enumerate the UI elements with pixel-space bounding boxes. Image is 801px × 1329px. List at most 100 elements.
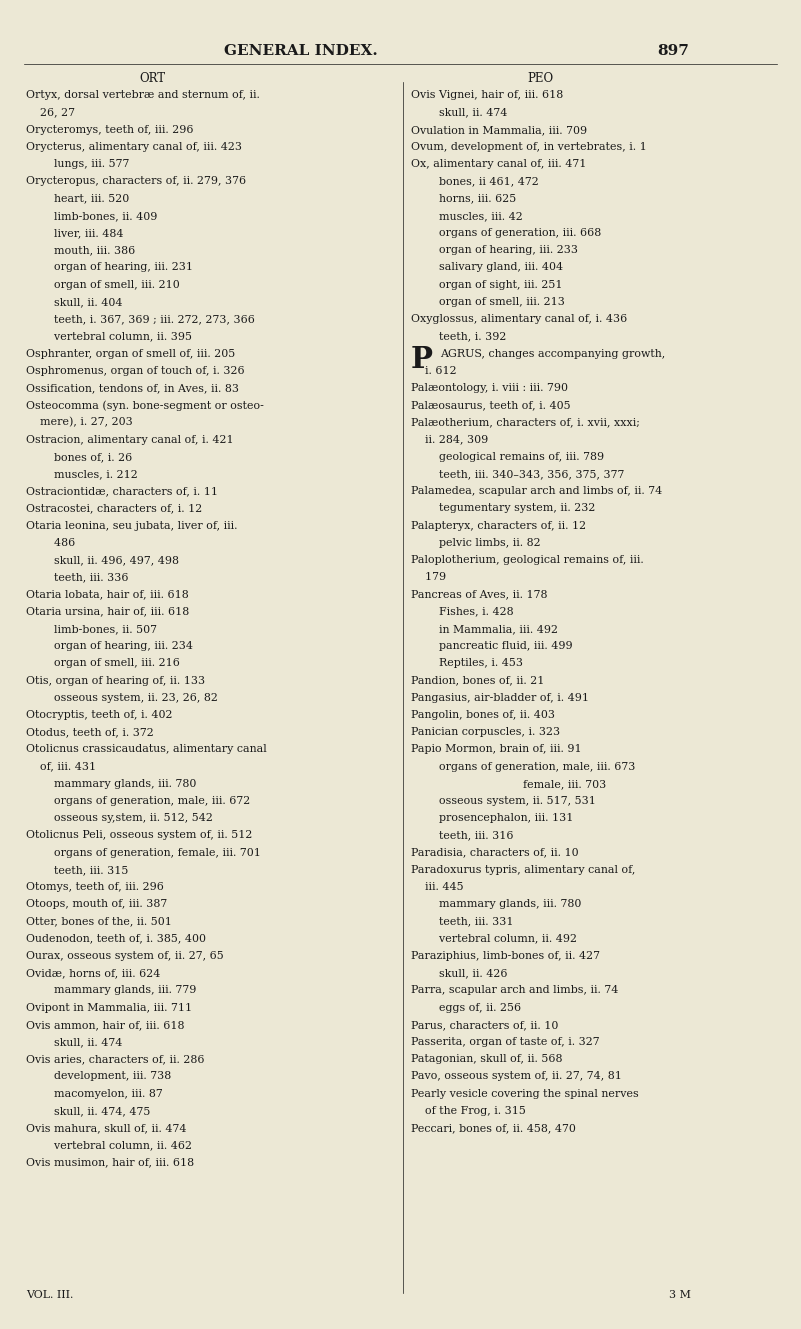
Text: organ of hearing, iii. 233: organ of hearing, iii. 233 xyxy=(411,246,578,255)
Text: 486: 486 xyxy=(26,538,74,548)
Text: ORT: ORT xyxy=(139,72,165,85)
Text: organ of smell, iii. 213: organ of smell, iii. 213 xyxy=(411,296,565,307)
Text: Ovulation in Mammalia, iii. 709: Ovulation in Mammalia, iii. 709 xyxy=(411,125,587,134)
Text: Orycteropus, characters of, ii. 279, 376: Orycteropus, characters of, ii. 279, 376 xyxy=(26,177,246,186)
Text: Ourax, osseous system of, ii. 27, 65: Ourax, osseous system of, ii. 27, 65 xyxy=(26,950,223,961)
Text: Pandion, bones of, ii. 21: Pandion, bones of, ii. 21 xyxy=(411,675,545,686)
Text: Orycterus, alimentary canal of, iii. 423: Orycterus, alimentary canal of, iii. 423 xyxy=(26,142,242,152)
Text: Otis, organ of hearing of, ii. 133: Otis, organ of hearing of, ii. 133 xyxy=(26,675,205,686)
Text: pancreatic fluid, iii. 499: pancreatic fluid, iii. 499 xyxy=(411,641,573,651)
Text: bones of, i. 26: bones of, i. 26 xyxy=(26,452,132,461)
Text: Pavo, osseous system of, ii. 27, 74, 81: Pavo, osseous system of, ii. 27, 74, 81 xyxy=(411,1071,622,1082)
Text: Otolicnus Peli, osseous system of, ii. 512: Otolicnus Peli, osseous system of, ii. 5… xyxy=(26,831,252,840)
Text: Ovum, development of, in vertebrates, i. 1: Ovum, development of, in vertebrates, i.… xyxy=(411,142,646,152)
Text: vertebral column, ii. 395: vertebral column, ii. 395 xyxy=(26,331,191,342)
Text: Panician corpuscles, i. 323: Panician corpuscles, i. 323 xyxy=(411,727,560,738)
Text: mammary glands, iii. 779: mammary glands, iii. 779 xyxy=(26,985,196,995)
Text: Palapteryx, characters of, ii. 12: Palapteryx, characters of, ii. 12 xyxy=(411,521,586,530)
Text: muscles, iii. 42: muscles, iii. 42 xyxy=(411,211,523,221)
Text: female, iii. 703: female, iii. 703 xyxy=(411,779,606,789)
Text: skull, ii. 474: skull, ii. 474 xyxy=(26,1037,122,1047)
Text: Parus, characters of, ii. 10: Parus, characters of, ii. 10 xyxy=(411,1019,558,1030)
Text: teeth, i. 367, 369 ; iii. 272, 273, 366: teeth, i. 367, 369 ; iii. 272, 273, 366 xyxy=(26,314,255,324)
Text: 3 M: 3 M xyxy=(669,1290,690,1301)
Text: ii. 284, 309: ii. 284, 309 xyxy=(411,435,488,445)
Text: Paradisia, characters of, ii. 10: Paradisia, characters of, ii. 10 xyxy=(411,848,578,857)
Text: Paloplotherium, geological remains of, iii.: Paloplotherium, geological remains of, i… xyxy=(411,556,644,565)
Text: Otaria ursina, hair of, iii. 618: Otaria ursina, hair of, iii. 618 xyxy=(26,606,189,617)
Text: Orycteromys, teeth of, iii. 296: Orycteromys, teeth of, iii. 296 xyxy=(26,125,193,134)
Text: Palæotherium, characters of, i. xvii, xxxi;: Palæotherium, characters of, i. xvii, xx… xyxy=(411,417,640,428)
Text: Ostraciontidæ, characters of, i. 11: Ostraciontidæ, characters of, i. 11 xyxy=(26,486,218,496)
Text: vertebral column, ii. 492: vertebral column, ii. 492 xyxy=(411,934,577,944)
Text: iii. 445: iii. 445 xyxy=(411,882,464,892)
Text: of the Frog, i. 315: of the Frog, i. 315 xyxy=(411,1106,525,1116)
Text: organ of hearing, iii. 231: organ of hearing, iii. 231 xyxy=(26,263,192,272)
Text: Otolicnus crassicaudatus, alimentary canal: Otolicnus crassicaudatus, alimentary can… xyxy=(26,744,267,755)
Text: Ovis aries, characters of, ii. 286: Ovis aries, characters of, ii. 286 xyxy=(26,1054,204,1065)
Text: Pangasius, air-bladder of, i. 491: Pangasius, air-bladder of, i. 491 xyxy=(411,692,589,703)
Text: Pancreas of Aves, ii. 178: Pancreas of Aves, ii. 178 xyxy=(411,590,547,599)
Text: Ostracostei, characters of, i. 12: Ostracostei, characters of, i. 12 xyxy=(26,504,202,513)
Text: limb-bones, ii. 409: limb-bones, ii. 409 xyxy=(26,211,157,221)
Text: Otocryptis, teeth of, i. 402: Otocryptis, teeth of, i. 402 xyxy=(26,710,172,720)
Text: Otter, bones of the, ii. 501: Otter, bones of the, ii. 501 xyxy=(26,917,171,926)
Text: AGRUS, changes accompanying growth,: AGRUS, changes accompanying growth, xyxy=(440,348,665,359)
Text: horns, iii. 625: horns, iii. 625 xyxy=(411,194,516,203)
Text: Oxyglossus, alimentary canal of, i. 436: Oxyglossus, alimentary canal of, i. 436 xyxy=(411,314,627,324)
Text: Fishes, i. 428: Fishes, i. 428 xyxy=(411,606,513,617)
Text: liver, iii. 484: liver, iii. 484 xyxy=(26,229,123,238)
Text: Ovipont in Mammalia, iii. 711: Ovipont in Mammalia, iii. 711 xyxy=(26,1002,191,1013)
Text: skull, ii. 474: skull, ii. 474 xyxy=(411,108,507,117)
Text: Palamedea, scapular arch and limbs of, ii. 74: Palamedea, scapular arch and limbs of, i… xyxy=(411,486,662,496)
Text: Otaria leonina, seu jubata, liver of, iii.: Otaria leonina, seu jubata, liver of, ii… xyxy=(26,521,237,530)
Text: organ of smell, iii. 210: organ of smell, iii. 210 xyxy=(26,279,179,290)
Text: Oudenodon, teeth of, i. 385, 400: Oudenodon, teeth of, i. 385, 400 xyxy=(26,934,206,944)
Text: organs of generation, female, iii. 701: organs of generation, female, iii. 701 xyxy=(26,848,260,857)
Text: Palæosaurus, teeth of, i. 405: Palæosaurus, teeth of, i. 405 xyxy=(411,400,570,411)
Text: teeth, iii. 316: teeth, iii. 316 xyxy=(411,831,513,840)
Text: teeth, iii. 331: teeth, iii. 331 xyxy=(411,917,513,926)
Text: Peccari, bones of, ii. 458, 470: Peccari, bones of, ii. 458, 470 xyxy=(411,1123,576,1134)
Text: Patagonian, skull of, ii. 568: Patagonian, skull of, ii. 568 xyxy=(411,1054,562,1065)
Text: skull, ii. 404: skull, ii. 404 xyxy=(26,296,122,307)
Text: Otomys, teeth of, iii. 296: Otomys, teeth of, iii. 296 xyxy=(26,882,163,892)
Text: mammary glands, iii. 780: mammary glands, iii. 780 xyxy=(411,900,582,909)
Text: tegumentary system, ii. 232: tegumentary system, ii. 232 xyxy=(411,504,595,513)
Text: organs of generation, male, iii. 672: organs of generation, male, iii. 672 xyxy=(26,796,250,805)
Text: Otodus, teeth of, i. 372: Otodus, teeth of, i. 372 xyxy=(26,727,153,738)
Text: organ of sight, iii. 251: organ of sight, iii. 251 xyxy=(411,279,562,290)
Text: Otoops, mouth of, iii. 387: Otoops, mouth of, iii. 387 xyxy=(26,900,167,909)
Text: i. 612: i. 612 xyxy=(411,365,457,376)
Text: pelvic limbs, ii. 82: pelvic limbs, ii. 82 xyxy=(411,538,541,548)
Text: organs of generation, iii. 668: organs of generation, iii. 668 xyxy=(411,229,602,238)
Text: Ovidæ, horns of, iii. 624: Ovidæ, horns of, iii. 624 xyxy=(26,968,160,978)
Text: Paraziphius, limb-bones of, ii. 427: Paraziphius, limb-bones of, ii. 427 xyxy=(411,950,600,961)
Text: GENERAL INDEX.: GENERAL INDEX. xyxy=(223,44,377,58)
Text: bones, ii 461, 472: bones, ii 461, 472 xyxy=(411,177,538,186)
Text: osseous sy,stem, ii. 512, 542: osseous sy,stem, ii. 512, 542 xyxy=(26,813,212,823)
Text: mere), i. 27, 203: mere), i. 27, 203 xyxy=(26,417,132,428)
Text: heart, iii. 520: heart, iii. 520 xyxy=(26,194,129,203)
Text: PEO: PEO xyxy=(528,72,553,85)
Text: Pangolin, bones of, ii. 403: Pangolin, bones of, ii. 403 xyxy=(411,710,555,720)
Text: Papio Mormon, brain of, iii. 91: Papio Mormon, brain of, iii. 91 xyxy=(411,744,582,755)
Text: Parra, scapular arch and limbs, ii. 74: Parra, scapular arch and limbs, ii. 74 xyxy=(411,985,618,995)
Text: Ovis Vignei, hair of, iii. 618: Ovis Vignei, hair of, iii. 618 xyxy=(411,90,563,101)
Text: teeth, iii. 340–343, 356, 375, 377: teeth, iii. 340–343, 356, 375, 377 xyxy=(411,469,624,478)
Text: 897: 897 xyxy=(657,44,689,58)
Text: organ of smell, iii. 216: organ of smell, iii. 216 xyxy=(26,658,179,668)
Text: vertebral column, ii. 462: vertebral column, ii. 462 xyxy=(26,1140,191,1150)
Text: Paradoxurus typris, alimentary canal of,: Paradoxurus typris, alimentary canal of, xyxy=(411,865,635,874)
Text: Ortyx, dorsal vertebræ and sternum of, ii.: Ortyx, dorsal vertebræ and sternum of, i… xyxy=(26,90,260,101)
Text: salivary gland, iii. 404: salivary gland, iii. 404 xyxy=(411,263,563,272)
Text: prosencephalon, iii. 131: prosencephalon, iii. 131 xyxy=(411,813,574,823)
Text: 179: 179 xyxy=(411,573,446,582)
Text: mouth, iii. 386: mouth, iii. 386 xyxy=(26,246,135,255)
Text: 26, 27: 26, 27 xyxy=(26,108,74,117)
Text: in Mammalia, iii. 492: in Mammalia, iii. 492 xyxy=(411,623,558,634)
Text: mammary glands, iii. 780: mammary glands, iii. 780 xyxy=(26,779,196,789)
Text: macomyelon, iii. 87: macomyelon, iii. 87 xyxy=(26,1088,163,1099)
Text: Ovis mahura, skull of, ii. 474: Ovis mahura, skull of, ii. 474 xyxy=(26,1123,186,1134)
Text: skull, ii. 474, 475: skull, ii. 474, 475 xyxy=(26,1106,150,1116)
